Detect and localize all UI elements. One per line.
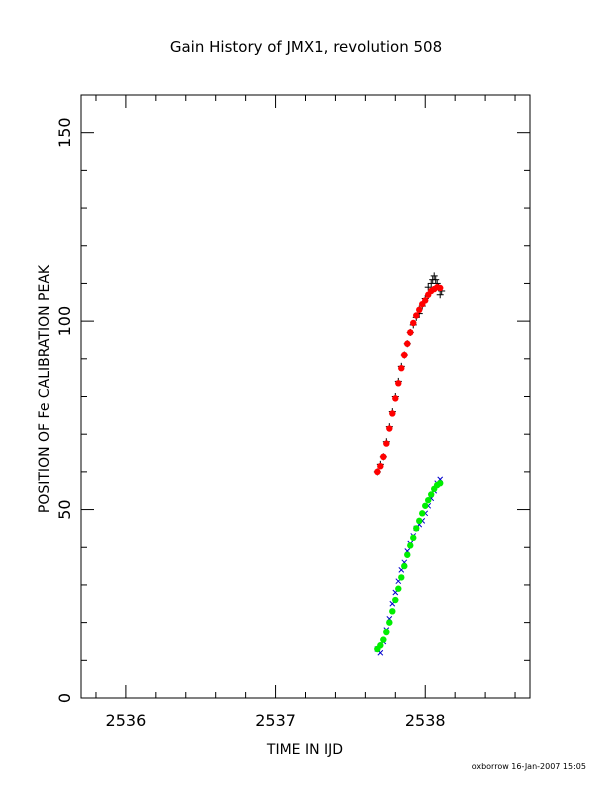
data-point	[424, 283, 432, 291]
data-point	[395, 585, 402, 592]
data-point	[398, 365, 405, 372]
data-point	[410, 534, 417, 542]
minor-ticks	[81, 94, 530, 698]
data-point	[374, 468, 381, 476]
x-axis-label: TIME IN IJD	[266, 742, 343, 758]
data-point	[413, 525, 420, 532]
data-point	[432, 276, 440, 284]
data-point	[404, 340, 411, 347]
data-point	[437, 284, 444, 292]
data-point	[428, 491, 435, 498]
data-point	[401, 562, 408, 570]
data-point	[389, 410, 396, 417]
data-point	[436, 291, 444, 299]
data-point	[392, 395, 399, 402]
data-point	[395, 380, 402, 387]
data-point	[427, 279, 435, 287]
data-point	[380, 453, 387, 460]
y-tick-label: 100	[55, 306, 74, 337]
data-point	[377, 642, 384, 649]
plot-frame	[80, 94, 531, 699]
x-tick-label: 2538	[405, 711, 446, 730]
data-point	[413, 312, 420, 319]
data-point	[410, 319, 417, 327]
data-point	[404, 551, 411, 558]
y-tick-label: 50	[55, 499, 74, 519]
data-point	[401, 351, 408, 359]
data-point	[389, 608, 396, 615]
data-point	[425, 496, 432, 504]
data-point	[386, 425, 393, 432]
chart-title: Gain History of JMX1, revolution 508	[170, 38, 442, 56]
data-point	[416, 517, 423, 525]
x-tick-label: 2536	[106, 711, 147, 730]
y-tick-label: 0	[55, 693, 74, 703]
data-point	[380, 636, 387, 643]
major-ticks	[81, 95, 530, 699]
data-point	[407, 329, 414, 336]
data-point	[377, 463, 384, 470]
x-tick-label: 2537	[255, 711, 296, 730]
data-point	[407, 542, 414, 549]
tick-labels: 2536 2537 2538 0 50 100 150	[55, 117, 446, 730]
data-point	[422, 502, 429, 509]
footer-credit: oxborrow 16-Jan-2007 15:05	[472, 762, 586, 771]
data-point	[430, 272, 438, 280]
data-point	[416, 306, 423, 314]
y-tick-label: 150	[55, 117, 74, 148]
data-point	[392, 596, 399, 604]
data-point	[398, 574, 405, 581]
data-point	[383, 628, 390, 636]
data-point	[419, 510, 426, 517]
data-point	[422, 297, 429, 304]
y-axis-label: POSITION OF Fe CALIBRATION PEAK	[37, 264, 53, 513]
data-points	[373, 272, 446, 656]
data-point	[383, 440, 390, 447]
data-point	[386, 619, 393, 626]
data-point	[437, 479, 444, 487]
